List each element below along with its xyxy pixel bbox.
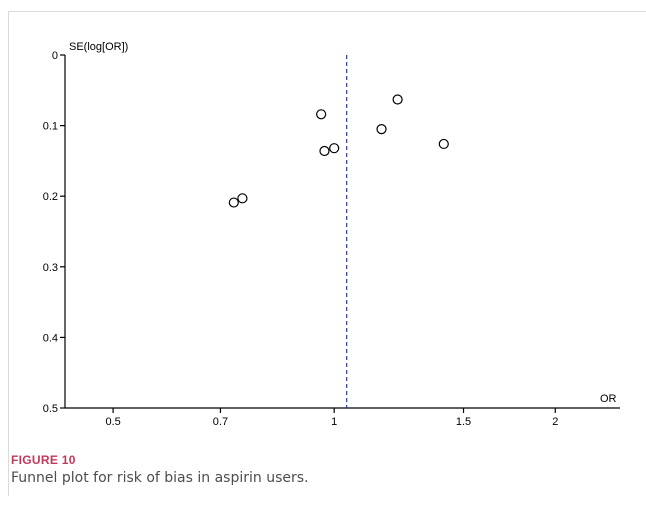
study-point: [316, 109, 327, 120]
x-tick-label: 1.5: [456, 416, 471, 428]
y-tick-label: 0.2: [43, 191, 58, 203]
y-tick-label: 0.1: [43, 121, 58, 133]
funnel-plot: SE(log[OR]) OR 0 0.1 0.2 0.3 0.4 0.5 0.5 0.7 1 1…: [43, 41, 620, 428]
y-tick-label: 0.5: [43, 403, 58, 415]
x-tick-label: 0.7: [213, 416, 228, 428]
study-point: [329, 143, 340, 154]
y-tick-label: 0.3: [43, 262, 58, 274]
y-axis-label: SE(log[OR]): [69, 41, 128, 53]
study-point: [228, 197, 239, 208]
study-point: [237, 193, 248, 204]
figure-caption-block: FIGURE 10 Funnel plot for risk of bias i…: [11, 453, 309, 486]
study-point: [376, 124, 387, 135]
study-point: [319, 145, 330, 157]
y-axis-ticks: 0 0.1 0.2 0.3 0.4 0.5: [43, 50, 65, 415]
figure-label: FIGURE 10: [11, 453, 76, 467]
y-tick-label: 0: [52, 50, 58, 62]
study-point: [392, 94, 403, 105]
x-tick-label: 1: [331, 416, 337, 428]
figure-frame-left: [8, 11, 9, 496]
study-points: [228, 94, 449, 208]
y-tick-label: 0.4: [43, 332, 58, 344]
x-axis-label: OR: [600, 393, 617, 405]
x-tick-label: 2: [552, 416, 558, 428]
x-axis-ticks: 0.5 0.7 1 1.5 2: [105, 408, 558, 428]
figure-frame-top: [8, 11, 646, 12]
x-tick-label: 0.5: [105, 416, 120, 428]
study-point: [438, 138, 449, 150]
figure-caption: Funnel plot for risk of bias in aspirin …: [11, 470, 309, 486]
